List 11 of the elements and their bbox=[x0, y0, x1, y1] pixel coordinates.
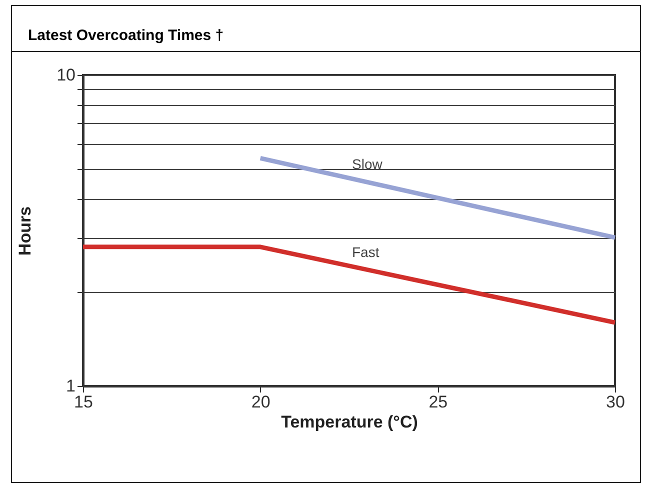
x-axis-title: Temperature (°C) bbox=[281, 412, 418, 432]
y-axis-title: Hours bbox=[16, 206, 35, 256]
x-tick-label: 25 bbox=[428, 392, 448, 412]
x-tick-label: 30 bbox=[606, 392, 625, 412]
series-label: Fast bbox=[352, 244, 380, 260]
x-tick-label: 15 bbox=[74, 392, 93, 412]
y-tick-label: 1 bbox=[66, 376, 76, 396]
series-label: Slow bbox=[352, 156, 384, 172]
x-tick-label: 20 bbox=[251, 392, 270, 412]
y-tick-label: 10 bbox=[56, 66, 76, 84]
chart-title: Latest Overcoating Times † bbox=[12, 6, 640, 52]
